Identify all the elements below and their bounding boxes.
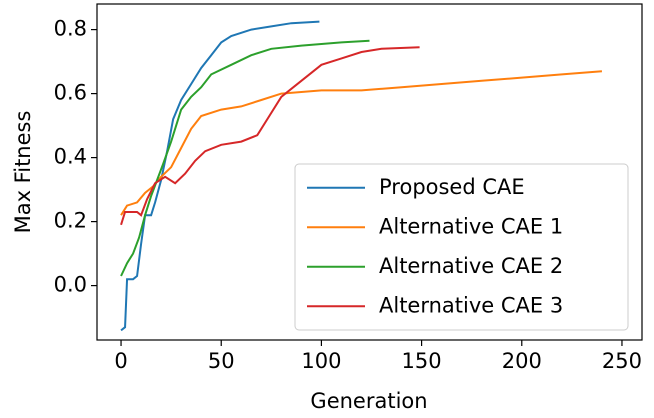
y-tick-label: 0.0 [54,273,87,297]
series-line [120,39,370,277]
y-tick-label: 0.6 [54,81,87,105]
legend-box [294,163,629,331]
x-axis-label: Generation [310,389,427,413]
series-line [120,20,320,332]
axes-frame [96,3,643,341]
legend-label: Alternative CAE 1 [379,214,563,238]
x-tick-label: 200 [502,349,542,373]
series-line [120,70,603,216]
x-tick-label: 250 [602,349,642,373]
series-line [120,46,420,226]
y-tick-label: 0.4 [54,145,87,169]
legend-label: Proposed CAE [379,175,525,199]
legend-label: Alternative CAE 2 [379,254,563,278]
legend-label: Alternative CAE 3 [379,293,563,317]
y-tick-label: 0.8 [54,17,87,41]
y-tick-label: 0.2 [54,209,87,233]
x-tick-label: 150 [402,349,442,373]
x-tick-label: 50 [208,349,235,373]
x-tick-label: 0 [114,349,127,373]
x-tick-label: 100 [301,349,341,373]
y-axis-label: Max Fitness [11,111,35,234]
